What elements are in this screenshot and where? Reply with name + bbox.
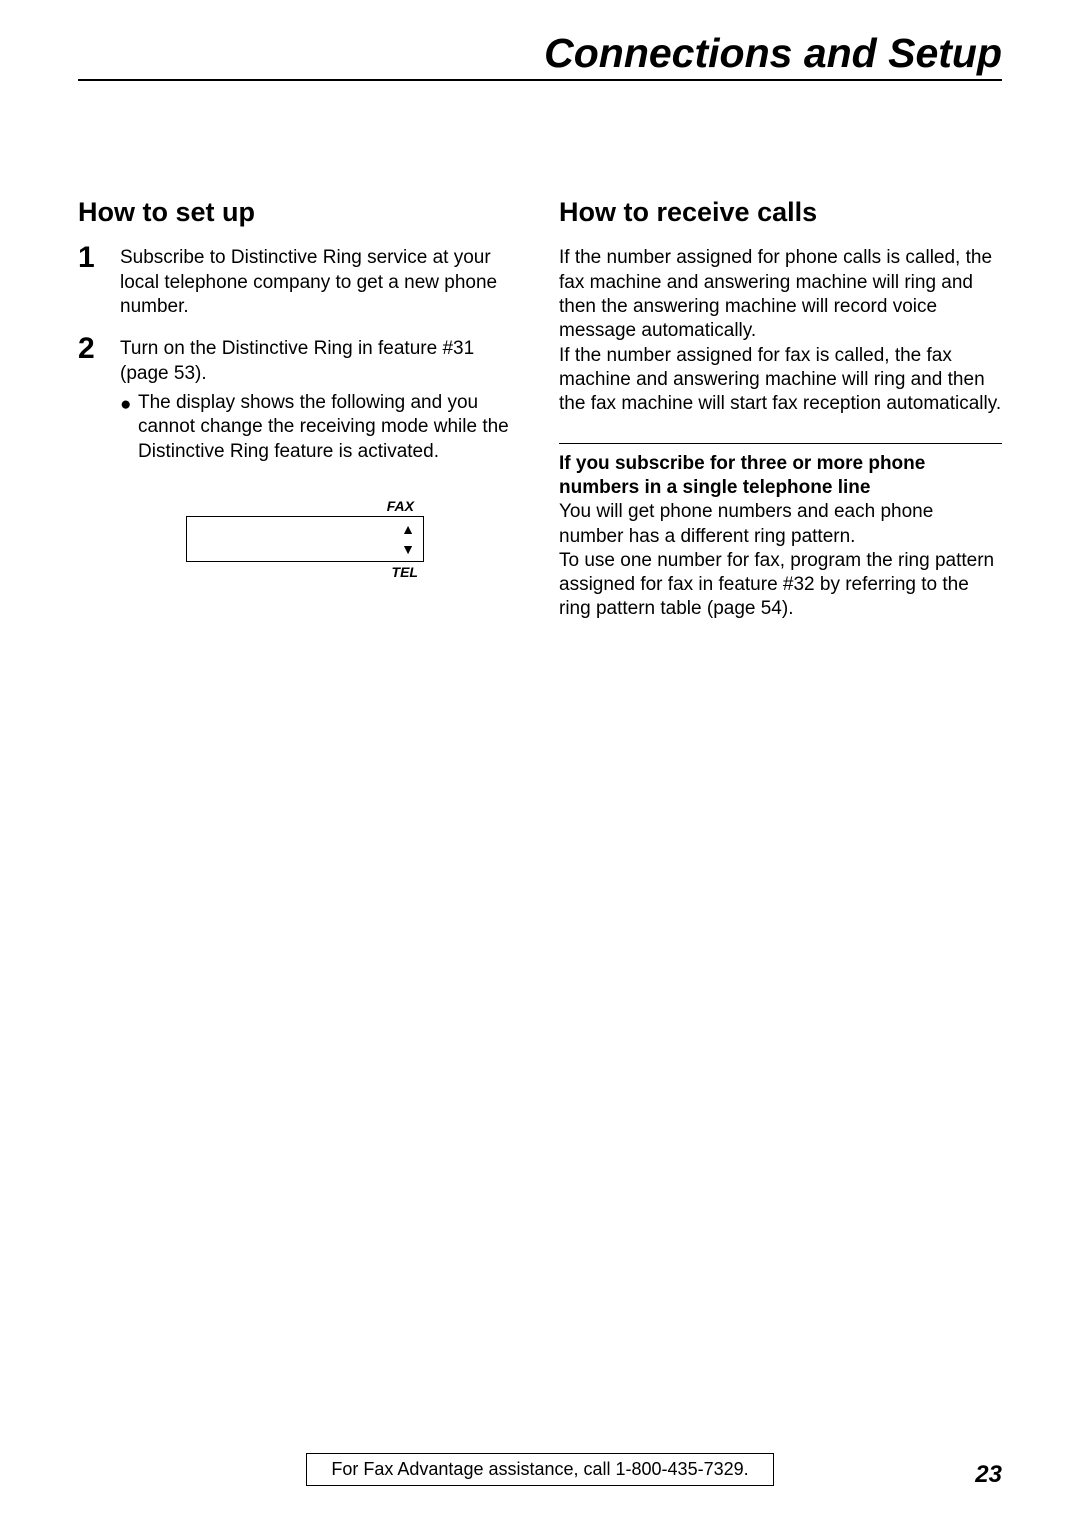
step-bullet: ● The display shows the following and yo… bbox=[120, 391, 521, 464]
page-footer: For Fax Advantage assistance, call 1-800… bbox=[78, 1453, 1002, 1486]
footer-assistance-box: For Fax Advantage assistance, call 1-800… bbox=[306, 1453, 773, 1486]
display-label-fax: FAX bbox=[186, 498, 424, 514]
three-numbers-subhead: If you subscribe for three or more phone… bbox=[559, 452, 1002, 501]
step-number: 1 bbox=[78, 243, 120, 273]
step-1: 1 Subscribe to Distinctive Ring service … bbox=[78, 246, 521, 319]
chapter-title: Connections and Setup bbox=[78, 30, 1002, 81]
step-number: 2 bbox=[78, 334, 120, 364]
step-body: Turn on the Distinctive Ring in feature … bbox=[120, 337, 521, 464]
step-2: 2 Turn on the Distinctive Ring in featur… bbox=[78, 337, 521, 464]
bullet-icon: ● bbox=[120, 391, 138, 464]
step-text: Turn on the Distinctive Ring in feature … bbox=[120, 337, 521, 386]
arrow-down-icon: ▼ bbox=[401, 542, 415, 556]
right-column: How to receive calls If the number assig… bbox=[559, 196, 1002, 622]
three-numbers-para-2: To use one number for fax, program the r… bbox=[559, 549, 1002, 622]
page-number: 23 bbox=[975, 1461, 1002, 1489]
three-numbers-para-1: You will get phone numbers and each phon… bbox=[559, 500, 1002, 549]
bullet-text: The display shows the following and you … bbox=[138, 391, 521, 464]
setup-heading: How to set up bbox=[78, 196, 521, 228]
display-box: ▲ ▼ bbox=[186, 516, 424, 562]
display-label-tel: TEL bbox=[186, 564, 424, 580]
receive-heading: How to receive calls bbox=[559, 196, 1002, 228]
step-text: Subscribe to Distinctive Ring service at… bbox=[120, 246, 521, 319]
receive-para-2: If the number assigned for fax is called… bbox=[559, 344, 1002, 417]
content-columns: How to set up 1 Subscribe to Distinctive… bbox=[78, 196, 1002, 622]
section-divider bbox=[559, 443, 1002, 444]
display-figure: FAX ▲ ▼ TEL bbox=[186, 498, 424, 580]
arrow-up-icon: ▲ bbox=[401, 522, 415, 536]
left-column: How to set up 1 Subscribe to Distinctive… bbox=[78, 196, 521, 622]
receive-para-1: If the number assigned for phone calls i… bbox=[559, 246, 1002, 343]
